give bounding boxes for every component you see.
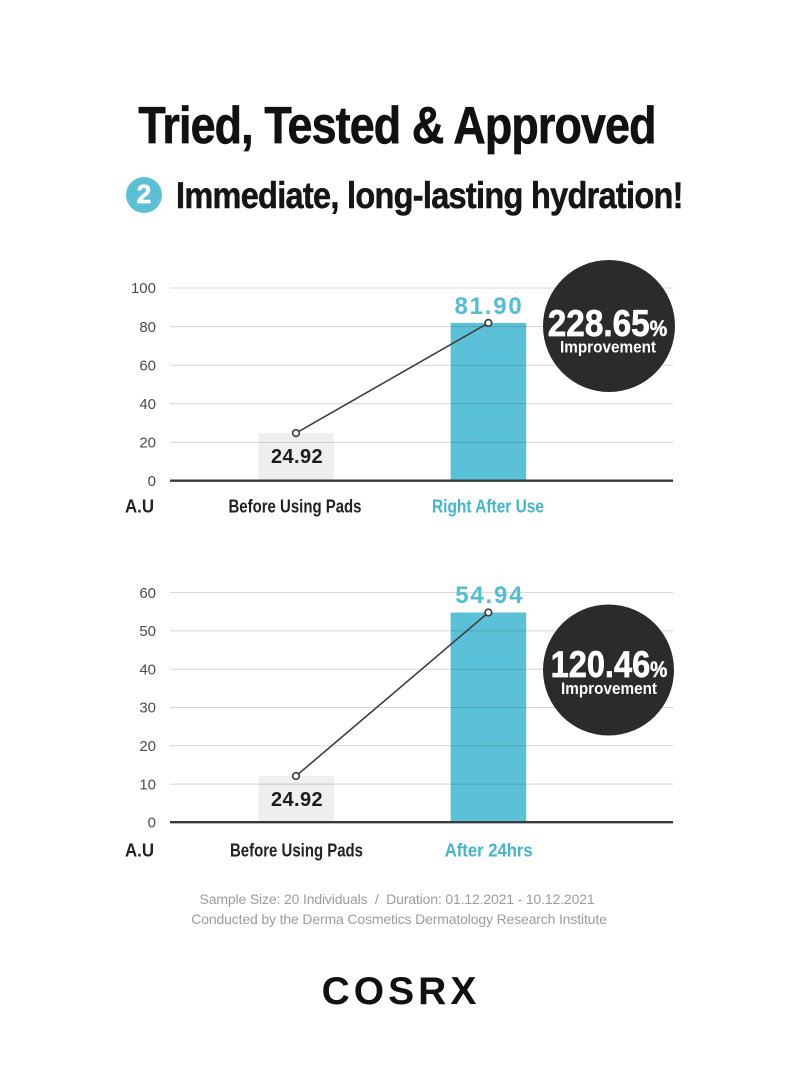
svg-text:Before Using Pads: Before Using Pads — [229, 497, 362, 517]
svg-text:50: 50 — [139, 623, 156, 640]
svg-text:60: 60 — [139, 357, 156, 374]
svg-text:0: 0 — [148, 815, 156, 832]
svg-text:228.65%: 228.65% — [548, 303, 668, 344]
svg-text:24.92: 24.92 — [271, 789, 323, 811]
svg-text:120.46%: 120.46% — [551, 644, 668, 685]
svg-text:After 24hrs: After 24hrs — [445, 841, 533, 861]
svg-text:24.92: 24.92 — [271, 446, 323, 468]
svg-text:81.90: 81.90 — [454, 293, 523, 320]
svg-text:20: 20 — [139, 435, 156, 452]
svg-text:Right After Use: Right After Use — [432, 497, 544, 517]
svg-text:0: 0 — [148, 473, 156, 490]
svg-text:40: 40 — [139, 396, 156, 413]
svg-text:Improvement: Improvement — [560, 339, 656, 357]
svg-text:54.94: 54.94 — [455, 582, 524, 609]
svg-text:30: 30 — [139, 700, 156, 717]
svg-text:A.U: A.U — [125, 497, 154, 517]
svg-text:Improvement: Improvement — [561, 680, 657, 698]
svg-text:100: 100 — [131, 280, 156, 297]
svg-text:Before Using Pads: Before Using Pads — [230, 841, 363, 861]
svg-text:60: 60 — [139, 585, 156, 602]
svg-text:80: 80 — [139, 319, 156, 336]
svg-text:A.U: A.U — [125, 841, 154, 861]
svg-text:10: 10 — [139, 776, 156, 793]
svg-text:40: 40 — [139, 661, 156, 678]
svg-text:20: 20 — [139, 738, 156, 755]
